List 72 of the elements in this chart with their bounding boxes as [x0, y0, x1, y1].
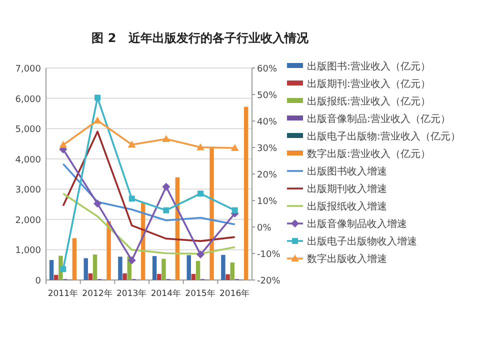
bar [210, 146, 214, 280]
x-tick-label: 2016年 [220, 288, 250, 299]
bar [84, 258, 88, 280]
legend-label: 出版音像制品:营业收入（亿元） [307, 113, 450, 125]
bar [157, 274, 162, 280]
bar [92, 254, 98, 280]
y2-tick-label: -20% [257, 276, 281, 286]
legend-label: 出版电子出版物收入增速 [307, 236, 417, 248]
point [196, 250, 204, 259]
bar [221, 254, 226, 280]
legend-label: 出版图书:营业收入（亿元） [307, 60, 430, 72]
y2-tick-label: 30% [257, 144, 278, 154]
point [128, 140, 136, 148]
bar [106, 221, 111, 280]
point [198, 190, 204, 197]
y-tick-label: 3,000 [15, 186, 42, 196]
x-tick-label: 2015年 [185, 288, 216, 299]
point [59, 140, 68, 148]
x-tick-label: 2014年 [150, 288, 182, 299]
bar [162, 258, 166, 280]
bar [88, 273, 93, 280]
bar [230, 262, 234, 280]
legend-label: 出版报纸收入增速 [307, 200, 387, 212]
point [232, 207, 238, 214]
y2-tick-label: 0% [257, 224, 272, 234]
y-tick-label: 1,000 [15, 246, 42, 256]
legend-label: 出版期刊收入增速 [307, 183, 387, 195]
point [60, 266, 66, 272]
chart-title: 图 2 近年出版发行的各子行业收入情况 [92, 31, 310, 45]
point [162, 182, 170, 191]
point [128, 256, 136, 264]
legend-label: 出版图书收入增速 [307, 166, 387, 178]
point [94, 116, 102, 124]
bar [49, 260, 54, 280]
y2-tick-label: 10% [257, 197, 278, 207]
bar [152, 256, 157, 280]
point [196, 143, 204, 150]
x-tick-label: 2012年 [82, 288, 113, 299]
bar [196, 260, 200, 280]
legend-label: 出版报纸:营业收入（亿元） [307, 96, 430, 108]
y2-tick-label: 60% [257, 64, 278, 74]
point [94, 200, 102, 208]
bar [118, 256, 122, 280]
legend-label: 出版期刊:营业收入（亿元） [307, 78, 430, 90]
y-tick-label: 2,000 [15, 216, 42, 226]
bar [54, 274, 58, 280]
legend-label: 数字出版:营业收入（亿元） [307, 148, 430, 160]
point [128, 196, 135, 202]
legend-label: 出版电子出版物:营业收入（亿元） [307, 130, 460, 142]
y-tick-label: 5,000 [15, 125, 42, 136]
y-tick-label: 4,000 [15, 155, 42, 166]
legend-label: 出版音像制品收入增速 [307, 218, 407, 230]
point [94, 94, 100, 101]
y-tick-label: 6,000 [15, 94, 42, 105]
bar [226, 274, 230, 280]
y2-tick-label: 50% [257, 91, 278, 101]
point [230, 144, 239, 152]
bar [122, 273, 127, 280]
y-tick-label: 7,000 [15, 64, 42, 74]
y2-tick-label: -10% [257, 250, 281, 260]
x-tick-label: 2013年 [116, 288, 148, 299]
bar [186, 255, 191, 280]
bar [72, 238, 77, 280]
bar [244, 106, 248, 280]
y-tick-label: 0 [35, 276, 42, 286]
point [163, 207, 170, 214]
point [162, 135, 170, 142]
y2-tick-label: 40% [257, 118, 278, 128]
bar [191, 274, 196, 280]
legend-label: 数字出版收入增速 [307, 253, 387, 265]
y2-tick-label: 20% [257, 170, 278, 180]
x-tick-label: 2011年 [48, 288, 78, 299]
